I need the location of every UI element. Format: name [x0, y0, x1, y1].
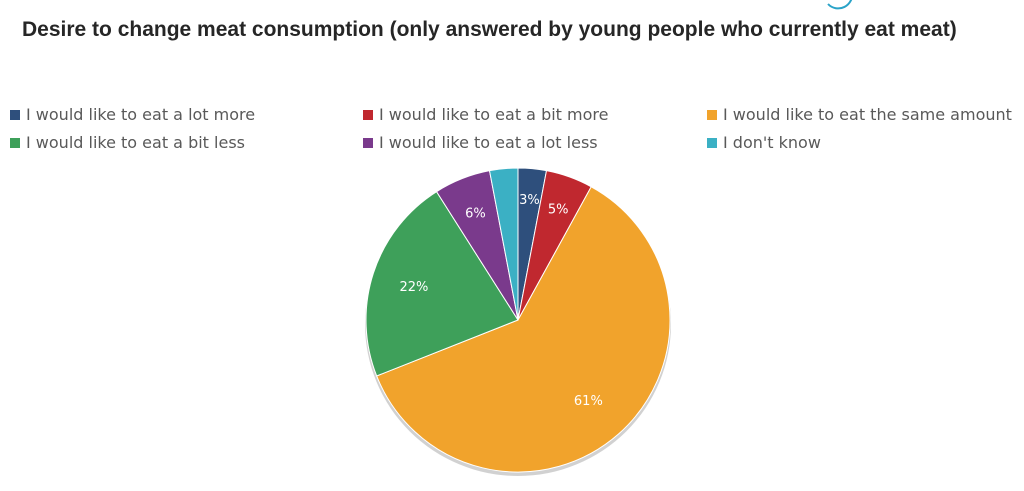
pie-slice-3 [365, 190, 519, 377]
slice-label-2: 61% [574, 394, 603, 409]
legend-swatch [10, 109, 20, 120]
legend-swatch [707, 137, 717, 148]
slice-label-1: 5% [548, 202, 569, 217]
legend-swatch [363, 137, 373, 148]
legend-item-same: I would like to eat the same amount [707, 105, 1012, 124]
legend-swatch [363, 109, 373, 120]
pie-slice-2 [376, 186, 671, 473]
legend-label: I would like to eat a bit less [26, 133, 245, 152]
legend-item-a-bit-less: I would like to eat a bit less [10, 133, 245, 152]
legend-label: I would like to eat a lot less [379, 133, 598, 152]
legend-label: I don't know [723, 133, 821, 152]
legend-item-a-lot-less: I would like to eat a lot less [363, 133, 598, 152]
chart-legend: I would like to eat a lot more I would l… [10, 105, 1020, 161]
legend-item-a-lot-more: I would like to eat a lot more [10, 105, 255, 124]
pie-slices [365, 167, 671, 473]
chart-title: Desire to change meat consumption (only … [22, 18, 957, 41]
slice-label-3: 22% [399, 280, 428, 295]
legend-item-dont-know: I don't know [707, 133, 821, 152]
pie-labels: 3% 5% 61% 22% 6% [399, 193, 602, 409]
slice-label-4: 6% [465, 207, 486, 222]
legend-label: I would like to eat the same amount [723, 105, 1012, 124]
slice-label-0: 3% [519, 193, 540, 208]
legend-swatch [10, 137, 20, 148]
legend-item-a-bit-more: I would like to eat a bit more [363, 105, 608, 124]
legend-label: I would like to eat a lot more [26, 105, 256, 124]
pie-slice-5 [488, 167, 519, 321]
legend-swatch [707, 109, 717, 120]
legend-label: I would like to eat a bit more [379, 105, 609, 124]
corner-arc-decoration [827, 0, 853, 10]
